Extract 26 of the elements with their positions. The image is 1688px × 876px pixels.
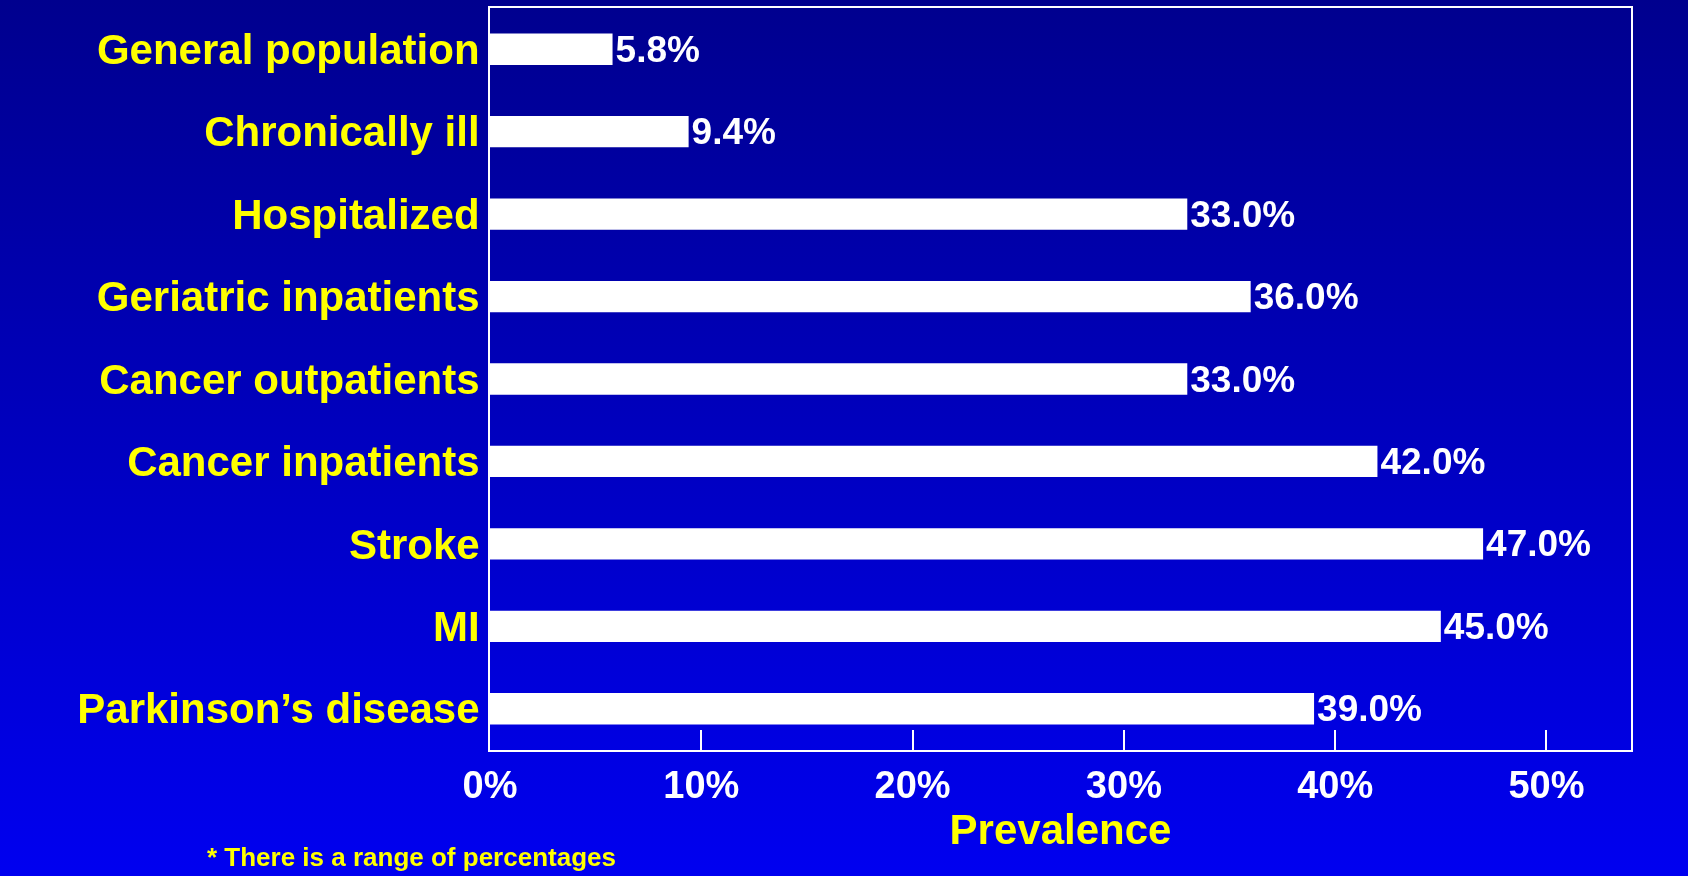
y-tick-label: General population [96, 25, 480, 73]
x-axis-title: Prevalence [949, 806, 1172, 853]
y-tick-label: Hospitalized [232, 190, 480, 238]
data-label: 33.0% [1190, 193, 1296, 235]
data-label: 39.0% [1317, 688, 1422, 730]
y-tick-label: Chronically ill [204, 108, 480, 156]
x-tick-label: 30% [1085, 763, 1162, 806]
x-tick-label: 0% [462, 763, 518, 806]
x-tick-label: 10% [663, 763, 740, 806]
x-tick-label: 50% [1508, 763, 1585, 806]
data-label: 5.8% [615, 28, 700, 70]
data-label: 47.0% [1486, 523, 1592, 565]
y-tick-label: Cancer inpatients [127, 438, 480, 486]
data-label: 36.0% [1253, 276, 1359, 318]
x-tick-label: 20% [874, 763, 951, 806]
data-label: 9.4% [691, 111, 776, 153]
data-label: 42.0% [1380, 440, 1486, 482]
y-tick-label: Parkinson’s disease [77, 685, 480, 733]
x-tick-label: 40% [1297, 763, 1374, 806]
y-tick-label: Cancer outpatients [99, 355, 480, 403]
data-label: 45.0% [1443, 605, 1549, 647]
y-tick-label: Geriatric inpatients [96, 273, 480, 321]
y-tick-label: MI [432, 603, 480, 651]
text: * There is a range of percentages [207, 842, 616, 872]
data-label: 33.0% [1190, 358, 1296, 400]
y-tick-label: Stroke [348, 520, 480, 568]
